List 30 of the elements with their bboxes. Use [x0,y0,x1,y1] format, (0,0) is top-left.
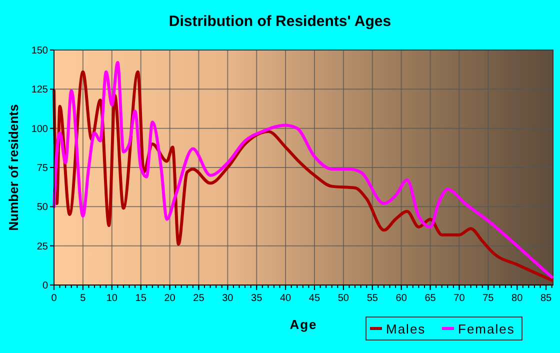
x-tick-label: 5 [80,293,86,304]
x-tick-label: 85 [540,293,552,304]
y-tick-label: 125 [31,84,48,96]
legend-label: Males [386,322,426,336]
x-tick-label: 10 [106,293,118,304]
x-axis-title: Age [290,317,318,332]
x-tick-label: 70 [454,293,466,304]
x-tick-label: 80 [512,293,524,304]
x-tick-label: 0 [51,293,58,304]
x-tick-label: 20 [164,293,176,304]
x-tick-label: 75 [482,293,494,304]
y-tick-label: 75 [36,163,48,174]
x-tick-label: 15 [135,293,147,304]
y-tick-label: 25 [36,241,48,252]
y-tick-label: 100 [31,124,48,135]
x-tick-label: 45 [308,293,320,304]
y-axis-title: Number of residents [6,104,21,231]
chart-title: Distribution of Residents' Ages [168,13,392,30]
x-tick-label: 60 [396,293,408,304]
x-tick-label: 30 [222,293,234,304]
y-tick-label: 0 [42,280,48,292]
x-tick-label: 25 [193,293,205,304]
x-tick-label: 35 [251,293,263,304]
x-tick-label: 55 [366,293,378,304]
y-tick-label: 150 [31,46,48,56]
x-tick-label: 40 [280,293,292,304]
y-tick-label: 50 [36,202,48,214]
legend-label: Females [458,322,515,336]
x-tick-label: 65 [424,293,436,304]
x-tick-label: 50 [338,293,350,304]
